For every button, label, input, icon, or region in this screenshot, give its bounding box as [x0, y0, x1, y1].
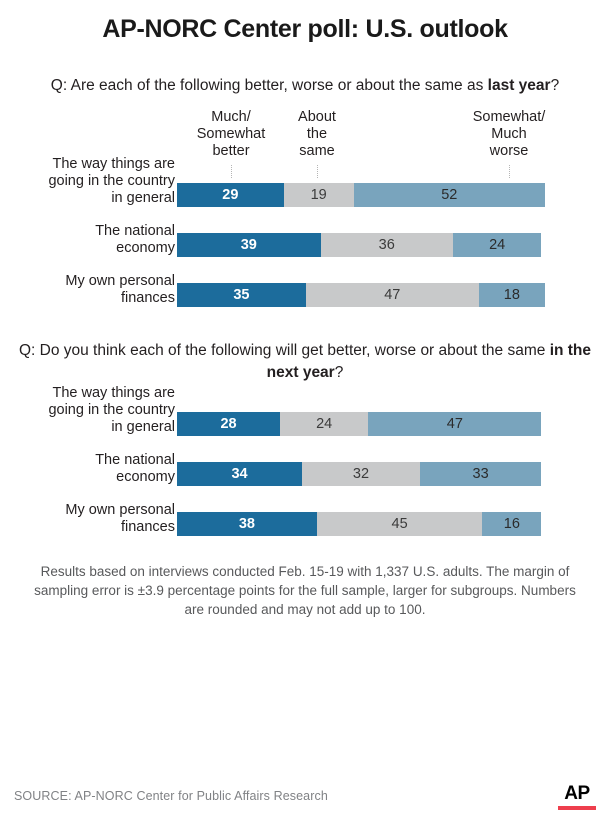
bar-segment-worse: 18	[478, 283, 545, 307]
bar-segment-same: 24	[280, 412, 369, 436]
question-2-suffix: ?	[334, 364, 344, 381]
bar-segment-better: 29	[177, 183, 284, 207]
chart-row-label: The national economy	[95, 223, 175, 256]
chart-row: The way things are going in the country …	[0, 156, 610, 207]
stacked-bar: 34 32 33	[177, 462, 545, 486]
column-headers: Much/ Somewhat better About the same Som…	[0, 109, 610, 183]
footnote: Results based on interviews conducted Fe…	[34, 564, 576, 617]
chart-row-label: My own personal finances	[65, 502, 175, 535]
bar-segment-better: 35	[177, 283, 306, 307]
bar-segment-same: 19	[283, 183, 354, 207]
chart-row-label: My own personal finances	[65, 273, 175, 306]
chart-row: The way things are going in the country …	[0, 385, 610, 436]
stacked-bar: 29 19 52	[177, 183, 545, 207]
chart-last-year: The way things are going in the country …	[0, 156, 610, 307]
bar-segment-worse: 47	[368, 412, 542, 436]
question-1-suffix: ?	[550, 77, 560, 94]
stacked-bar: 35 47 18	[177, 283, 545, 307]
chart-row-label: The way things are going in the country …	[48, 156, 175, 206]
stacked-bar: 39 36 24	[177, 233, 545, 257]
chart-row: My own personal finances 35 47 18	[0, 273, 610, 307]
bar-segment-same: 32	[302, 462, 420, 486]
leader-line-worse	[509, 165, 510, 178]
ap-logo-red-bar	[558, 806, 596, 810]
chart-row-label: The national economy	[95, 452, 175, 485]
question-1-prefix: Q: Are each of the following better, wor…	[50, 77, 488, 94]
ap-logo-text: AP	[564, 783, 590, 804]
chart-row: The national economy 39 36 24	[0, 223, 610, 257]
leader-line-better	[231, 165, 232, 178]
question-2-prefix: Q: Do you think each of the following wi…	[18, 342, 550, 359]
bar-segment-better: 34	[177, 462, 303, 486]
bar-segment-better: 28	[177, 412, 281, 436]
section-next-year: Q: Do you think each of the following wi…	[0, 340, 610, 536]
column-header-same: About the same	[298, 109, 336, 159]
chart-row: My own personal finances 38 45 16	[0, 502, 610, 536]
bar-segment-worse: 33	[419, 462, 542, 486]
leader-line-same	[317, 165, 318, 178]
chart-row-label: The way things are going in the country …	[48, 385, 175, 435]
bar-segment-same: 47	[305, 283, 479, 307]
question-1-bold: last year	[487, 77, 551, 94]
bar-segment-worse: 24	[453, 233, 542, 257]
ap-logo: AP	[558, 784, 596, 810]
source-text: SOURCE: AP-NORC Center for Public Affair…	[14, 789, 328, 803]
bar-segment-same: 36	[320, 233, 453, 257]
stacked-bar: 28 24 47	[177, 412, 545, 436]
column-header-worse: Somewhat/ Much worse	[472, 109, 546, 159]
chart-row: The national economy 34 32 33	[0, 452, 610, 486]
bar-segment-same: 45	[316, 512, 483, 536]
column-header-better: Much/ Somewhat better	[196, 109, 266, 159]
question-2-bold: in the next year	[266, 342, 592, 381]
stacked-bar: 38 45 16	[177, 512, 545, 536]
page-title: AP-NORC Center poll: U.S. outlook	[102, 15, 508, 43]
bar-segment-better: 38	[177, 512, 317, 536]
section-last-year: Q: Are each of the following better, wor…	[0, 75, 610, 307]
question-1: Q: Are each of the following better, wor…	[0, 75, 610, 97]
source-bar: SOURCE: AP-NORC Center for Public Affair…	[0, 784, 610, 818]
bar-segment-better: 39	[177, 233, 321, 257]
chart-next-year: The way things are going in the country …	[0, 385, 610, 536]
question-2: Q: Do you think each of the following wi…	[0, 340, 610, 384]
bar-segment-worse: 16	[482, 512, 542, 536]
bar-segment-worse: 52	[353, 183, 545, 207]
